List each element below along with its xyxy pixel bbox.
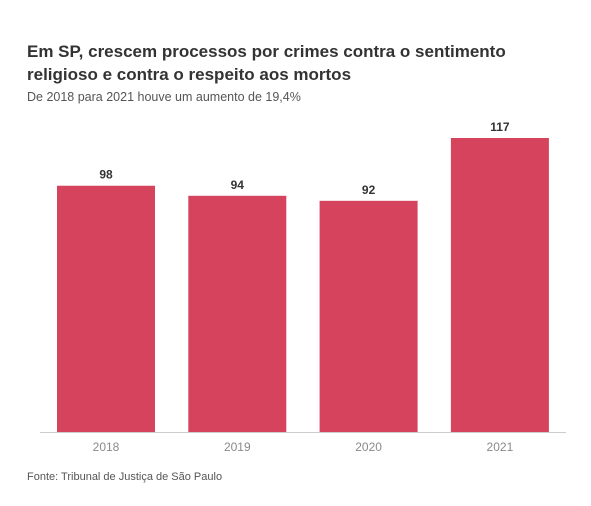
value-label-2018: 98 [99, 168, 113, 182]
chart-subtitle: De 2018 para 2021 houve um aumento de 19… [27, 90, 301, 104]
x-tick-label-2020: 2020 [355, 440, 382, 454]
chart-title: Em SP, crescem processos por crimes cont… [27, 42, 506, 84]
bar-2018 [57, 185, 155, 432]
bar-2021 [450, 138, 549, 432]
bar-2020 [319, 200, 418, 432]
value-label-2019: 94 [231, 178, 245, 192]
source-note: Fonte: Tribunal de Justiça de São Paulo [27, 471, 223, 483]
x-tick-label-2021: 2021 [487, 440, 514, 454]
bar-2019 [188, 195, 287, 432]
x-tick-label-2019: 2019 [224, 440, 251, 454]
x-tick-label-2018: 2018 [93, 440, 120, 454]
value-label-2020: 92 [362, 183, 376, 197]
value-label-2021: 117 [490, 120, 510, 134]
